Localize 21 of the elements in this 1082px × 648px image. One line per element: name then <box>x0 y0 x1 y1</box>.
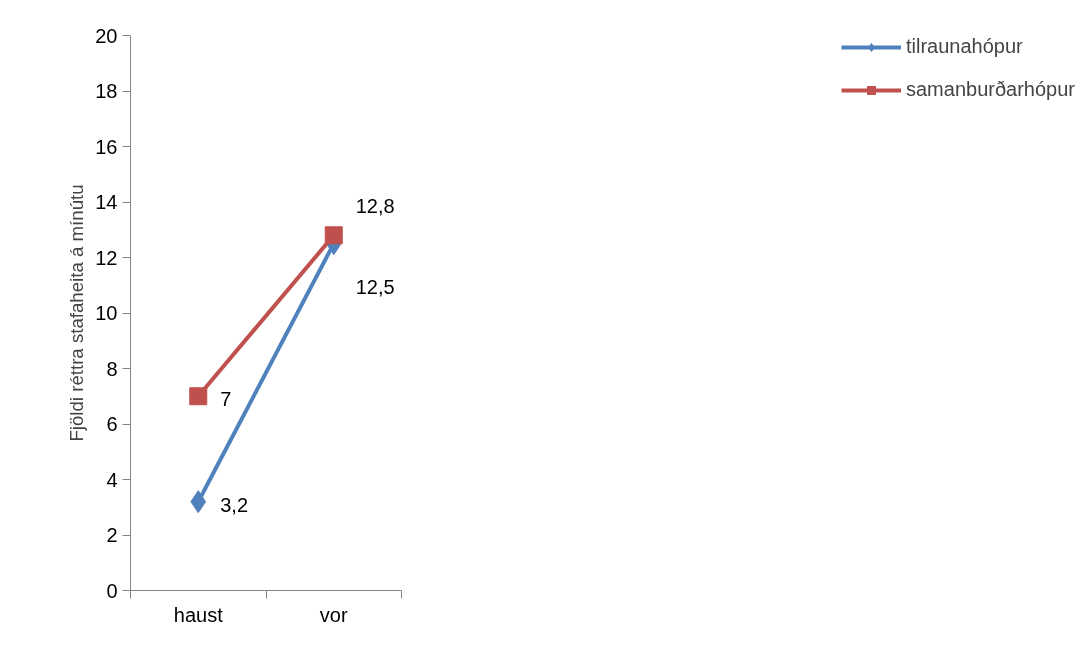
y-tick-label: 2 <box>106 524 118 546</box>
y-tick-label: 0 <box>106 579 118 602</box>
legend-label: tilraunahópur <box>906 35 1023 58</box>
y-tick-label: 16 <box>95 135 118 158</box>
y-tick-label: 14 <box>95 191 118 213</box>
y-tick-label: 20 <box>95 24 118 47</box>
y-tick-label: 18 <box>95 80 118 102</box>
y-axis-title: Fjöldi réttra stafaheita á mínútu <box>66 184 88 442</box>
y-tick-label: 10 <box>95 302 118 324</box>
x-tick-label: haust <box>173 603 224 626</box>
x-tick-label: vor <box>319 603 348 626</box>
y-tick-label: 12 <box>95 246 118 269</box>
y-tick-label: 6 <box>106 413 118 435</box>
point <box>189 387 208 406</box>
y-tick-label: 4 <box>106 468 118 491</box>
data-label: 7 <box>220 388 232 411</box>
y-tick-label: 8 <box>106 357 118 380</box>
legend-label: samanburðarhópur <box>906 78 1075 101</box>
data-label: 12,8 <box>355 195 395 218</box>
data-label: 12,5 <box>355 275 395 298</box>
data-label: 3,2 <box>220 493 249 516</box>
